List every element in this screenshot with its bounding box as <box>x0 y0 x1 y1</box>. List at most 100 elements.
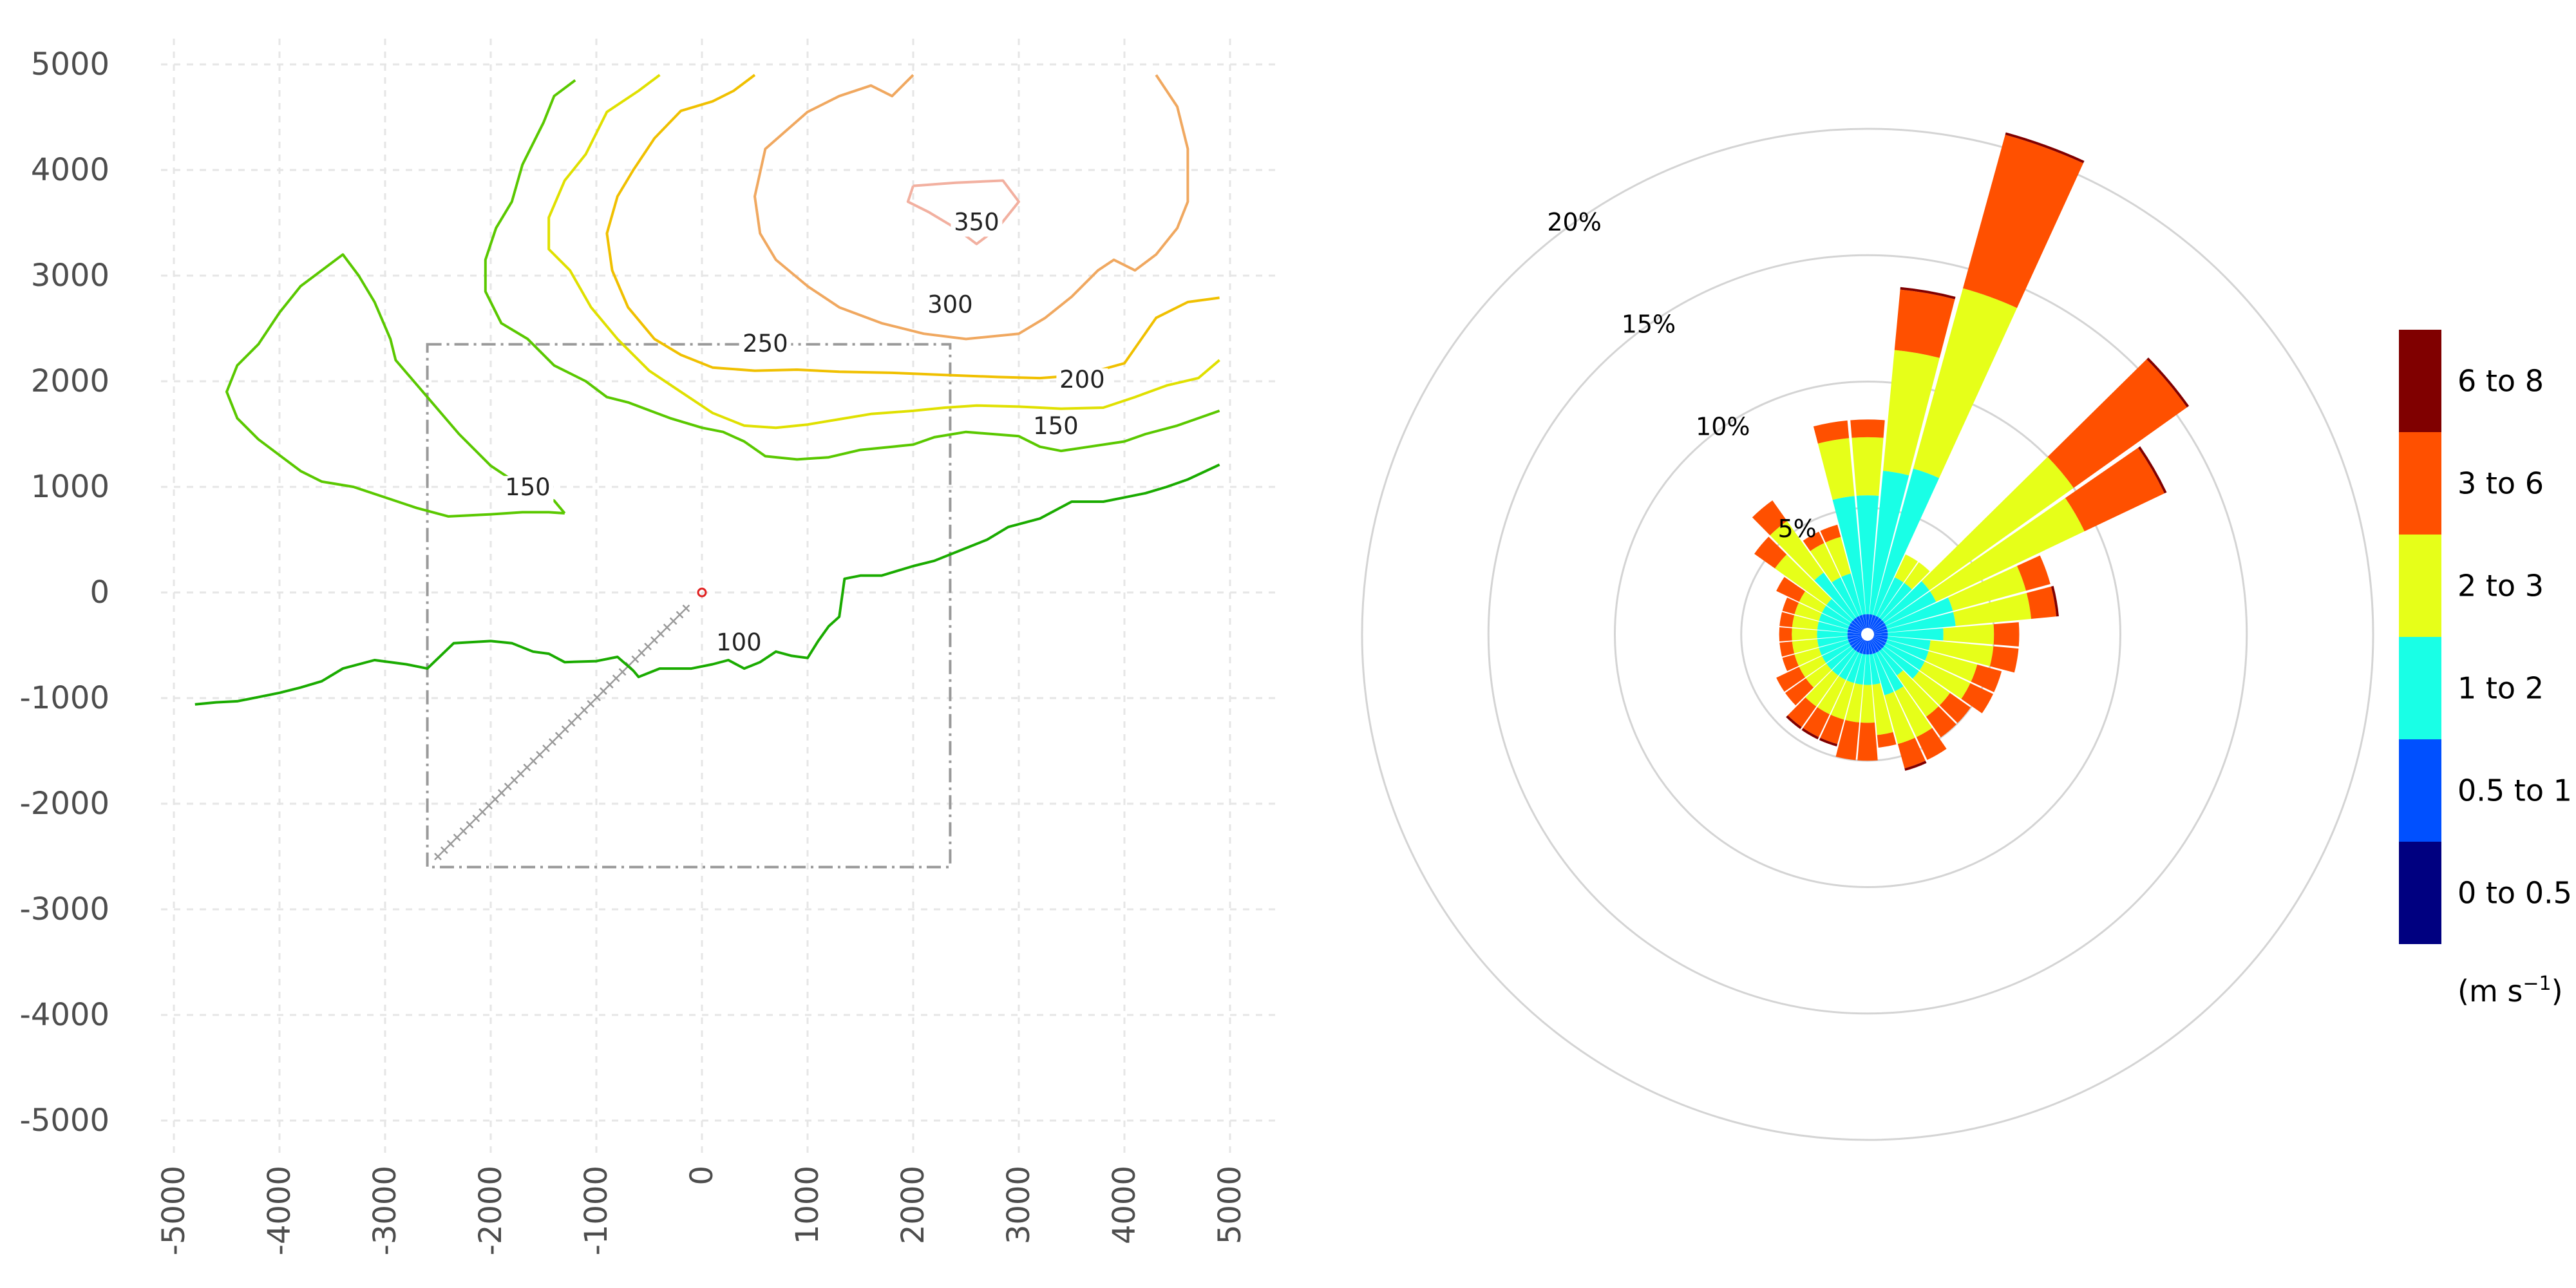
windrose-sector <box>1871 637 1884 649</box>
windrose-ring <box>1361 128 2374 1141</box>
track-marker <box>650 636 658 644</box>
windrose-sector <box>1862 614 1868 630</box>
windrose-sector <box>1877 732 1897 748</box>
x-tick-label: 4000 <box>1106 1166 1142 1244</box>
windrose-sector <box>1872 625 1888 633</box>
windrose-sector <box>1888 628 1944 641</box>
windrose-sector <box>1847 629 1863 634</box>
windrose-sector <box>1872 629 1888 634</box>
windrose-sector <box>1848 636 1863 643</box>
x-tick-label: -3000 <box>367 1166 403 1255</box>
y-tick-label: 0 <box>90 574 109 611</box>
windrose-sector <box>1872 636 1888 643</box>
windrose-sector <box>1782 654 1799 672</box>
windrose-sector <box>1866 639 1870 655</box>
windrose-sector <box>1803 707 1830 737</box>
windrose-sector <box>1921 457 2074 591</box>
windrose-sector <box>1872 683 1893 735</box>
unit-main: (m s <box>2458 974 2523 1009</box>
legend-unit-label: (m s−1) <box>2458 972 2563 1009</box>
track-marker <box>587 699 595 708</box>
track-marker <box>491 795 499 803</box>
windrose-sector <box>1799 591 1826 613</box>
track-marker <box>510 776 518 784</box>
y-tick-label: 1000 <box>31 469 109 505</box>
legend-swatch <box>2399 842 2441 944</box>
windrose-ring-labels: 5% 10% 15% 20% <box>1547 208 1816 543</box>
track-marker <box>600 687 607 695</box>
windrose-sector <box>1776 667 1806 692</box>
windrose-sector <box>1822 643 1852 663</box>
contour-label: 150 <box>505 473 551 501</box>
x-axis-tick-labels: -5000 -4000 -3000 -2000 -1000 0 1000 2000 3000 40… <box>156 1166 1248 1255</box>
x-tick-label: 0 <box>684 1166 720 1186</box>
windrose-sector <box>1779 641 1795 657</box>
windrose-sector <box>1847 632 1863 636</box>
windrose-sector <box>1871 620 1884 632</box>
track-marker <box>440 846 448 855</box>
legend-label: 0.5 to 1 <box>2458 773 2572 808</box>
windrose-sector <box>1801 728 1819 740</box>
windrose-sector <box>1859 614 1866 630</box>
unit-close: ) <box>2552 974 2563 1009</box>
track-marker <box>478 808 487 816</box>
windrose-sector <box>1993 622 2020 647</box>
track-marker <box>536 751 544 759</box>
legend-swatch <box>2399 330 2441 432</box>
x-tick-label: 3000 <box>1001 1166 1037 1244</box>
track-marker <box>434 853 442 860</box>
windrose-sector <box>1826 646 1853 670</box>
windrose-sector <box>1825 536 1851 577</box>
windrose-center <box>1861 628 1874 641</box>
windrose-ring <box>1487 254 2248 1015</box>
y-tick-label: -5000 <box>20 1103 109 1139</box>
windrose-sector <box>1779 627 1792 642</box>
windrose-ring-label: 15% <box>1622 310 1676 339</box>
legend-label: 3 to 6 <box>2458 466 2544 501</box>
legend-labels: 0 to 0.5 0.5 to 1 1 to 2 2 to 3 3 to 6 6 to 8 <box>2458 364 2572 911</box>
windrose-sector <box>1855 654 1866 685</box>
windrose-sector <box>1943 624 1994 645</box>
windrose-sector <box>1872 632 1888 636</box>
windrose-sector <box>1897 670 1939 717</box>
track-marker <box>676 611 684 619</box>
grid-lines <box>161 39 1275 1159</box>
windrose-sector <box>1871 623 1886 632</box>
legend-swatches <box>2399 330 2441 944</box>
track-marker <box>548 738 556 746</box>
windrose-sector <box>1869 654 1880 685</box>
contour-label: 250 <box>743 330 788 357</box>
track-marker <box>682 604 690 612</box>
legend-swatch <box>2399 637 2441 739</box>
windrose-sector <box>1819 737 1838 747</box>
track-marker <box>567 719 576 727</box>
contour-label: 350 <box>954 208 999 236</box>
windrose-sector <box>1792 639 1819 654</box>
windrose-sector <box>1863 654 1872 685</box>
track-marker <box>593 694 601 701</box>
track-marker <box>497 789 506 797</box>
windrose-sector <box>1971 664 2002 692</box>
windrose-sector <box>1775 554 1832 605</box>
track-marker <box>516 770 525 778</box>
track-marker <box>485 802 493 810</box>
track-marker <box>618 668 627 676</box>
windrose-sector <box>1770 521 1824 581</box>
windrose-sector <box>1849 623 1864 632</box>
windrose-sector <box>1953 592 2031 627</box>
contour-label-bg <box>502 476 554 502</box>
windrose-sector <box>1887 636 1931 650</box>
windrose-sector <box>1925 651 1978 682</box>
windrose-sector <box>1851 637 1864 649</box>
windrose-ring-label: 10% <box>1696 412 1750 440</box>
contour-label-bg <box>713 631 765 658</box>
windrose-sector <box>1872 634 1888 639</box>
windrose-sector <box>1947 565 2026 611</box>
windrose-sector <box>1817 438 1855 500</box>
windrose-sector <box>1799 656 1826 677</box>
source-marker <box>697 587 707 598</box>
x-tick-label: -4000 <box>261 1166 298 1255</box>
windrose-sector <box>1820 524 1841 543</box>
speed-legend: 0 to 0.5 0.5 to 1 1 to 2 2 to 3 3 to 6 6 to 8… <box>2399 330 2572 1009</box>
